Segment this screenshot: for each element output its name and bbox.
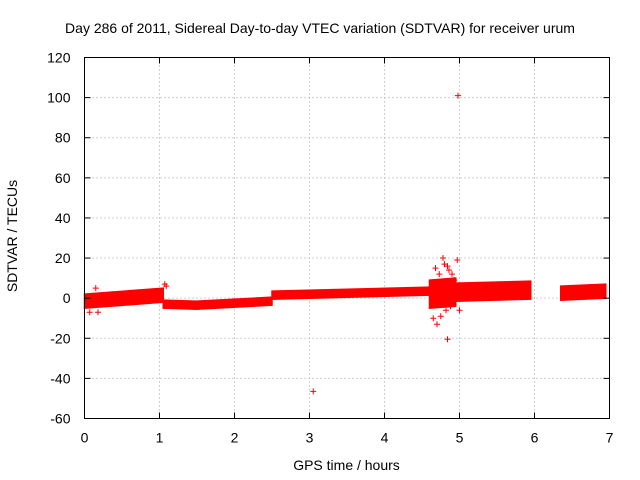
data-point [444, 336, 451, 343]
data-point [456, 307, 463, 314]
plot-frame [84, 57, 610, 419]
x-tick-label: 3 [306, 430, 314, 446]
data-point [436, 271, 443, 278]
y-tick-label: 100 [47, 90, 71, 106]
data-point [310, 388, 317, 395]
point-layer [86, 92, 463, 395]
data-point [455, 92, 461, 99]
data-point [443, 307, 449, 314]
data-band [196, 296, 273, 310]
data-point [451, 277, 458, 284]
y-tick-label: -40 [50, 370, 70, 386]
data-point [437, 313, 444, 320]
y-tick-label: -60 [50, 411, 70, 427]
y-tick-label: 60 [55, 170, 71, 186]
x-tick-label: 5 [456, 430, 464, 446]
tick-layer: 0 1 2 3 4 5 6 7 -60 -40 -20 0 20 40 60 80 100 120 [47, 50, 613, 446]
data-point [432, 265, 439, 272]
data-point [449, 271, 455, 278]
y-tick-label: -20 [50, 330, 70, 346]
data-band [455, 280, 532, 302]
data-point [446, 267, 452, 274]
x-tick-label: 0 [81, 430, 89, 446]
data-point [440, 255, 446, 262]
data-band [271, 286, 431, 300]
chart-title: Day 286 of 2011, Sidereal Day-to-day VTE… [65, 20, 575, 36]
data-band [83, 287, 164, 310]
y-tick-label: 20 [55, 250, 71, 266]
data-point [92, 285, 99, 292]
data-point [430, 315, 437, 322]
y-axis-label: SDTVAR / TECUs [4, 179, 20, 293]
data-point [447, 303, 454, 310]
data-band [162, 299, 198, 310]
data-band [560, 283, 607, 301]
x-tick-label: 2 [231, 430, 239, 446]
x-tick-label: 6 [531, 430, 539, 446]
y-tick-label: 0 [63, 290, 71, 306]
band-layer [83, 277, 607, 310]
data-point [86, 309, 93, 316]
y-tick-label: 80 [55, 130, 71, 146]
x-tick-label: 4 [381, 430, 389, 446]
grid-layer [84, 57, 610, 419]
y-tick-label: 40 [55, 210, 71, 226]
x-axis-label: GPS time / hours [293, 457, 400, 473]
x-tick-label: 7 [606, 430, 614, 446]
data-point [163, 283, 170, 290]
data-point [434, 321, 440, 328]
data-point [95, 309, 101, 316]
data-band [428, 277, 457, 310]
y-tick-label: 120 [47, 50, 71, 66]
x-tick-label: 1 [156, 430, 164, 446]
data-point [454, 257, 461, 264]
data-point [444, 263, 451, 270]
